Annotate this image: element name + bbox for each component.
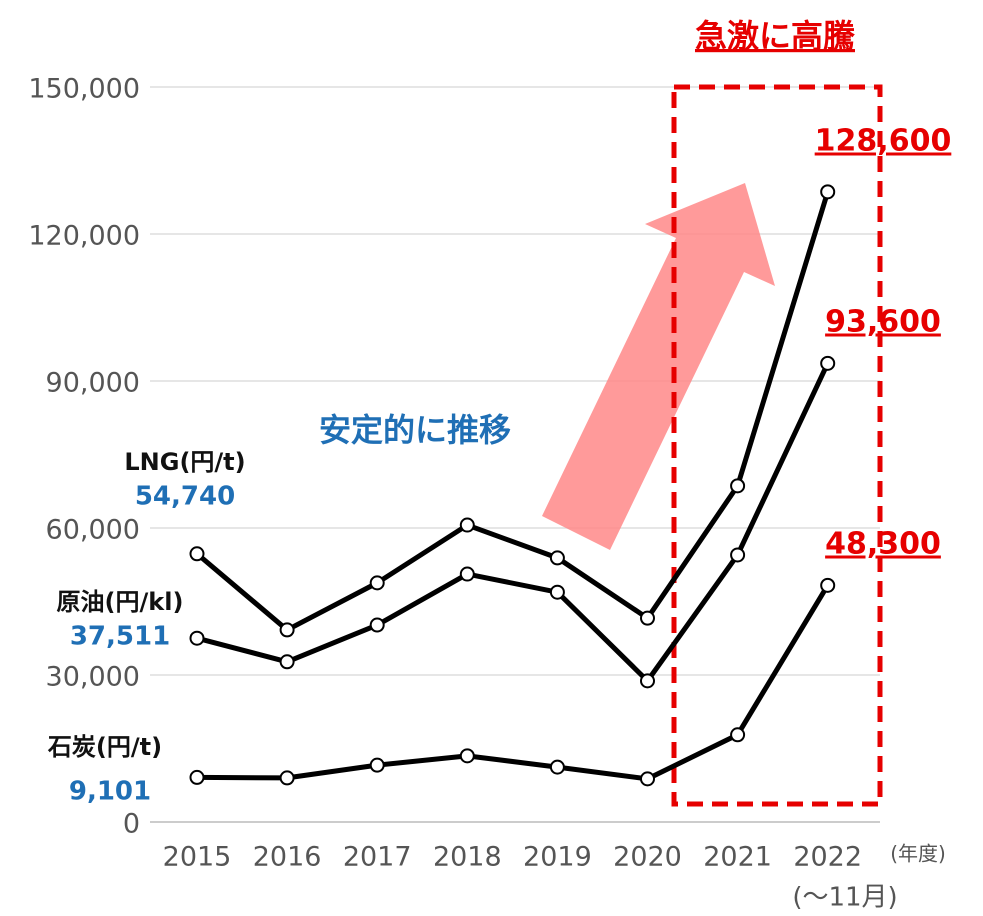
- point: [369, 757, 385, 773]
- x-tick-label: 2020: [613, 842, 682, 873]
- point: [820, 577, 836, 593]
- start-value-label: 37,511: [70, 622, 170, 652]
- point: [549, 584, 565, 600]
- series-line: [196, 584, 830, 782]
- point: [730, 547, 746, 563]
- series-name: LNG(円/t): [124, 448, 245, 476]
- point: [730, 478, 746, 494]
- x-tick-label: 2018: [433, 842, 502, 873]
- point: [189, 630, 205, 646]
- point: [459, 566, 475, 582]
- point: [640, 771, 655, 787]
- point: [189, 546, 205, 562]
- point: [640, 673, 655, 689]
- point: [730, 727, 746, 743]
- y-tick-label: 120,000: [28, 221, 140, 252]
- y-tick-label: 60,000: [46, 515, 140, 546]
- series-name: 石炭(円/t): [47, 733, 162, 761]
- y-tick-label: 150,000: [28, 74, 140, 105]
- point: [369, 575, 385, 591]
- x-tick-label: 2021: [703, 842, 772, 873]
- start-value-label: 54,740: [135, 482, 235, 512]
- point: [640, 610, 655, 626]
- series-name: 原油(円/kl): [57, 588, 184, 616]
- point: [369, 617, 385, 633]
- start-value-label: 9,101: [69, 777, 151, 807]
- series-line: [196, 362, 830, 684]
- point: [279, 770, 295, 786]
- point: [820, 355, 836, 371]
- point: [820, 184, 836, 200]
- point: [549, 759, 565, 775]
- end-value-label: 48,300: [825, 527, 941, 562]
- point: [459, 517, 475, 533]
- end-value-label: 128,600: [815, 124, 952, 159]
- x-tick-label: 2017: [343, 842, 412, 873]
- annotation: (年度): [890, 842, 946, 866]
- point: [459, 748, 475, 764]
- x-tick-label: 2016: [253, 842, 322, 873]
- x-tick-label: 2019: [523, 842, 592, 873]
- series-line: [195, 191, 831, 633]
- x-tick-label: 2022: [793, 842, 862, 873]
- point: [279, 654, 295, 670]
- point: [279, 622, 295, 638]
- y-tick-label: 30,000: [46, 662, 140, 693]
- annotation: 急激に高騰: [695, 17, 855, 55]
- annotation: 安定的に推移: [319, 411, 511, 449]
- point: [549, 550, 565, 566]
- annotation: (～11月): [792, 883, 897, 913]
- y-tick-label: 90,000: [46, 368, 140, 399]
- end-value-label: 93,600: [825, 305, 941, 340]
- point: [189, 769, 205, 785]
- rising-arrow: [542, 183, 775, 550]
- x-tick-label: 2015: [163, 842, 232, 873]
- highlight-box: [671, 84, 883, 807]
- y-tick-label: 0: [123, 809, 140, 840]
